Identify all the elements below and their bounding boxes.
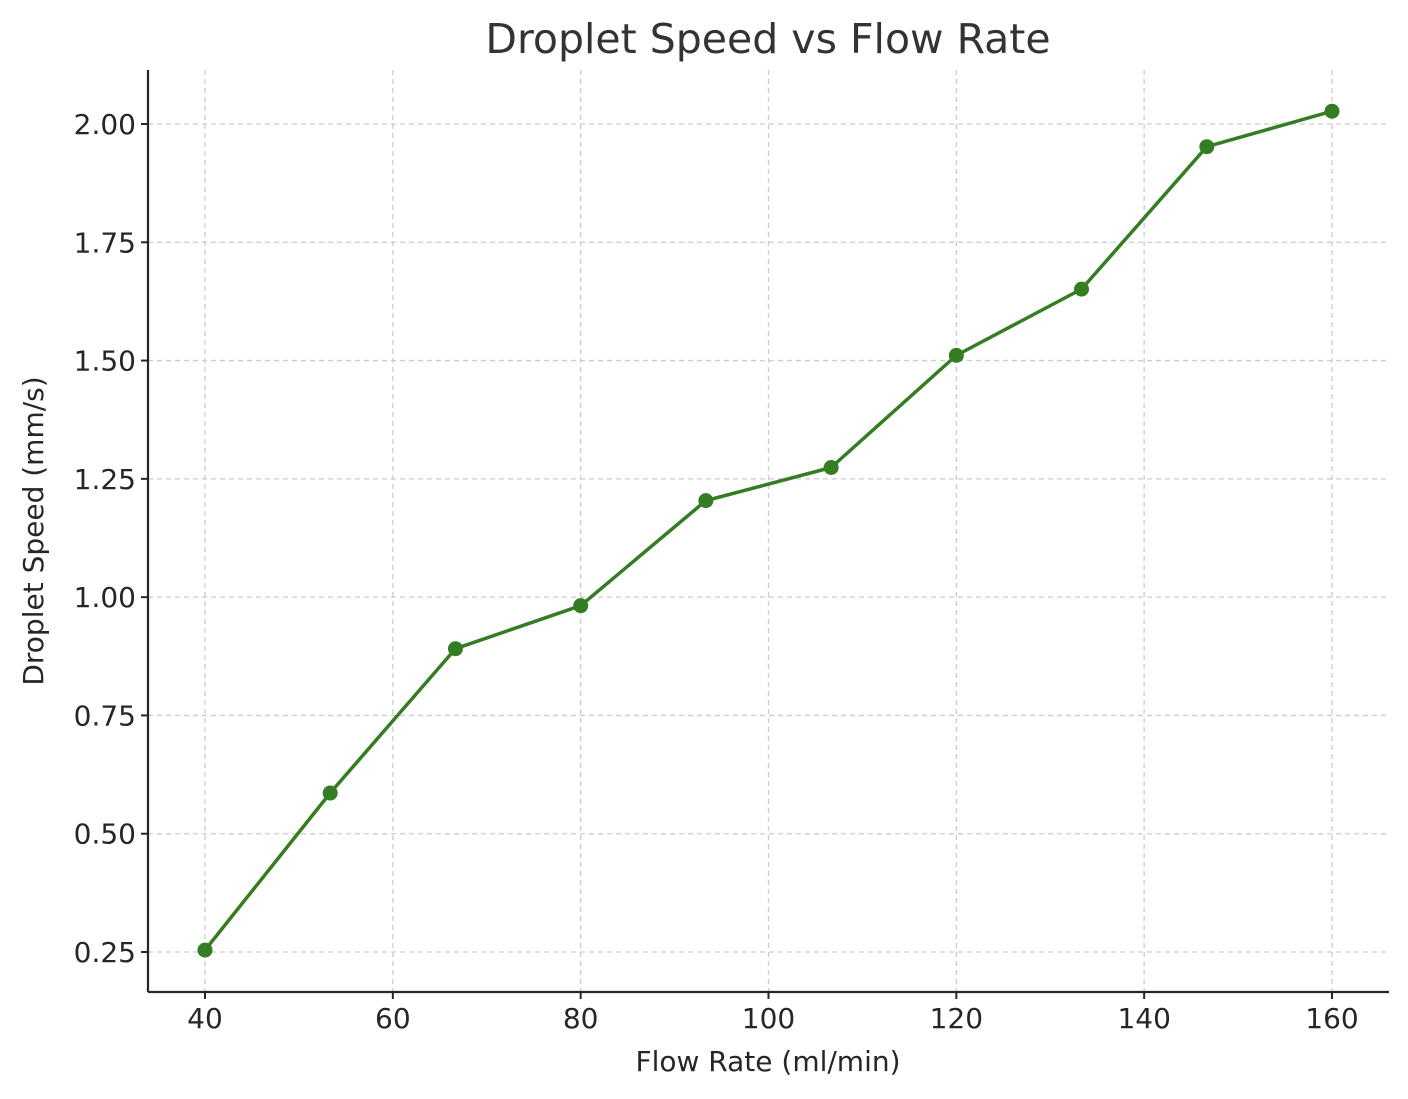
data-point xyxy=(573,598,589,614)
data-point xyxy=(447,641,463,657)
series-line xyxy=(203,109,1333,952)
grid xyxy=(148,70,1389,992)
y-tick-label: 1.50 xyxy=(74,345,136,378)
x-tick-label: 120 xyxy=(930,1002,983,1035)
x-tick-label: 80 xyxy=(563,1002,599,1035)
y-tick-label: 2.00 xyxy=(74,108,136,141)
data-point xyxy=(1199,139,1215,155)
y-tick-label: 1.00 xyxy=(74,581,136,614)
series xyxy=(197,103,1340,958)
data-point xyxy=(823,460,839,476)
y-tick-label: 1.75 xyxy=(74,226,136,259)
x-tick-label: 140 xyxy=(1117,1002,1170,1035)
tick-labels: 40 60 80 100 120 140 160 0.25 0.50 0.75 1.00 1.25 1.… xyxy=(74,108,1359,1035)
data-point xyxy=(322,785,338,801)
data-point xyxy=(197,942,213,958)
y-axis-title: Droplet Speed (mm/s) xyxy=(17,376,50,685)
x-tick-label: 60 xyxy=(375,1002,411,1035)
chart-title: Droplet Speed vs Flow Rate xyxy=(485,15,1050,63)
data-point xyxy=(1074,281,1090,297)
data-point xyxy=(1324,103,1340,119)
data-point xyxy=(698,493,714,509)
x-tick-label: 100 xyxy=(742,1002,795,1035)
y-tick-label: 0.75 xyxy=(74,699,136,732)
x-axis-title: Flow Rate (ml/min) xyxy=(635,1045,900,1078)
y-tick-label: 0.25 xyxy=(74,936,136,969)
x-tick-label: 40 xyxy=(187,1002,223,1035)
y-tick-label: 1.25 xyxy=(74,463,136,496)
x-tick-label: 160 xyxy=(1305,1002,1358,1035)
data-point xyxy=(948,347,964,363)
y-tick-label: 0.50 xyxy=(74,818,136,851)
